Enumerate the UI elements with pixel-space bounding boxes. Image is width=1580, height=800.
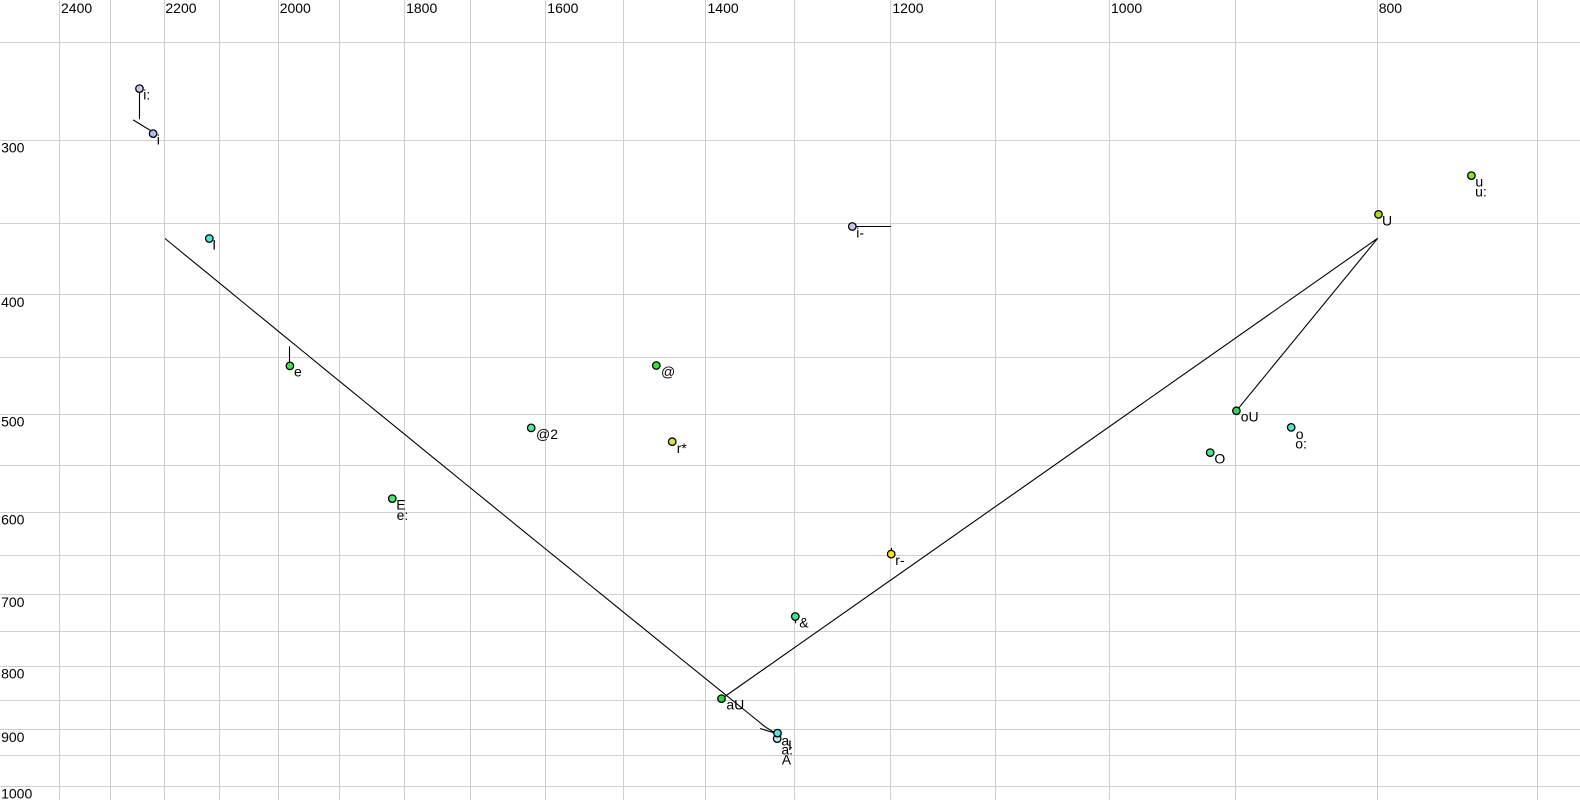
svg-text:i-: i-: [856, 225, 864, 241]
svg-text:@2: @2: [536, 426, 558, 442]
svg-text:u:: u:: [1475, 183, 1487, 199]
svg-text:1400: 1400: [708, 0, 739, 16]
svg-text:2400: 2400: [61, 0, 92, 16]
svg-text:1200: 1200: [892, 0, 923, 16]
svg-text:1600: 1600: [547, 0, 578, 16]
svg-text:a: a: [781, 733, 789, 749]
svg-text:A: A: [782, 752, 792, 768]
svg-text:r*: r*: [677, 440, 688, 456]
svg-text:i: i: [157, 131, 160, 147]
svg-text:O: O: [1214, 450, 1225, 466]
svg-text:i:: i:: [143, 86, 150, 102]
svg-text:@: @: [661, 364, 675, 380]
svg-text:aU: aU: [726, 697, 744, 713]
svg-text:600: 600: [1, 511, 25, 527]
svg-text:400: 400: [1, 294, 25, 310]
svg-text:o: o: [1296, 426, 1304, 442]
svg-text:U: U: [1382, 213, 1392, 229]
svg-text:900: 900: [1, 729, 25, 745]
svg-text:oU: oU: [1241, 408, 1259, 424]
svg-text:r-: r-: [895, 552, 905, 568]
svg-text:&: &: [799, 615, 809, 631]
svg-text:I: I: [212, 236, 216, 252]
svg-text:800: 800: [1379, 0, 1403, 16]
svg-text:700: 700: [1, 594, 25, 610]
svg-text:o:: o:: [1295, 436, 1307, 452]
svg-text:500: 500: [1, 414, 25, 430]
svg-text:1800: 1800: [406, 0, 437, 16]
svg-text:1000: 1000: [1, 785, 32, 800]
svg-text:800: 800: [1, 666, 25, 682]
svg-text:u: u: [1475, 174, 1483, 190]
svg-text:I: I: [788, 737, 792, 753]
svg-text:a:: a:: [781, 741, 793, 757]
svg-text:300: 300: [1, 140, 25, 156]
svg-text:e: e: [294, 363, 302, 379]
svg-text:2000: 2000: [280, 0, 311, 16]
svg-text:e:: e:: [397, 507, 409, 523]
svg-text:E: E: [396, 497, 405, 513]
svg-text:1000: 1000: [1111, 0, 1142, 16]
svg-text:2200: 2200: [165, 0, 196, 16]
